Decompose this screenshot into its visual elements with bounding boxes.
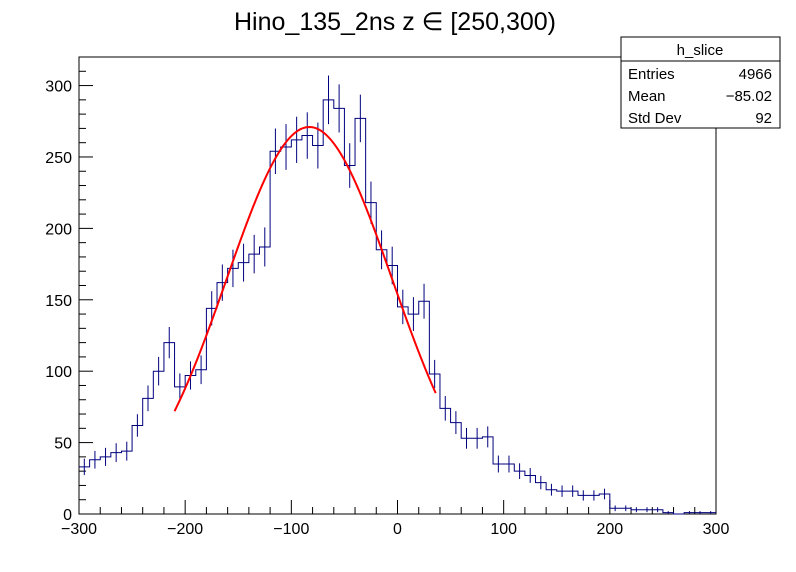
histogram-bin xyxy=(398,307,409,514)
histogram-bin xyxy=(366,203,377,514)
stats-box-frame xyxy=(620,36,781,129)
histogram-bin xyxy=(355,118,366,514)
histogram-bin xyxy=(206,308,217,514)
histogram-bin xyxy=(291,140,302,514)
x-axis: −300 −200 −100 0 100 200 300 xyxy=(61,500,729,538)
histogram-bin xyxy=(461,438,472,514)
y-tick-label: 0 xyxy=(63,507,72,524)
y-tick-label: 300 xyxy=(45,79,72,96)
histogram-bin xyxy=(132,425,143,514)
histogram-bin xyxy=(302,136,313,514)
y-tick-label: 50 xyxy=(54,436,72,453)
histogram-bin xyxy=(482,437,493,514)
histogram-bin xyxy=(344,166,355,514)
histogram-bin xyxy=(472,438,483,514)
stats-stddev-value: 92 xyxy=(755,110,772,127)
y-tick-label: 150 xyxy=(45,293,72,310)
fit-curve-group xyxy=(173,125,437,412)
y-tick-label: 100 xyxy=(45,364,72,381)
histogram-bin xyxy=(185,375,196,514)
histogram-bin xyxy=(153,371,164,514)
histogram-bin xyxy=(249,254,260,514)
fit-curve xyxy=(173,125,437,412)
histogram-bin xyxy=(270,151,281,514)
histogram-bin xyxy=(387,266,398,514)
stats-mean-value: −85.02 xyxy=(726,88,772,105)
histogram-bin xyxy=(440,408,451,514)
histogram-bin xyxy=(259,247,270,514)
x-tick-label: 100 xyxy=(490,521,517,538)
histogram-bin xyxy=(281,147,292,514)
stats-entries-label: Entries xyxy=(628,66,675,83)
histogram-bin xyxy=(408,314,419,514)
histogram-bin xyxy=(323,100,334,514)
histogram-bin xyxy=(451,423,462,514)
stats-box: h_slice Entries 4966 Mean −85.02 Std Dev… xyxy=(620,36,781,129)
histogram-bin xyxy=(376,250,387,514)
x-tick-label: −300 xyxy=(61,521,97,538)
y-tick-label: 200 xyxy=(45,221,72,238)
stats-stddev-label: Std Dev xyxy=(628,110,682,127)
x-tick-label: 0 xyxy=(393,521,402,538)
histogram-bin xyxy=(196,370,207,514)
y-axis: 0 50 100 150 200 250 300 xyxy=(45,56,93,524)
histogram-bin xyxy=(419,301,430,514)
histogram-bin xyxy=(429,374,440,514)
stats-box-title: h_slice xyxy=(677,42,724,59)
histogram-outline xyxy=(79,99,716,515)
histogram-bin xyxy=(334,108,345,514)
x-tick-label: 200 xyxy=(596,521,623,538)
stats-mean-label: Mean xyxy=(628,88,666,105)
histogram-bin xyxy=(143,398,154,514)
x-tick-label: −100 xyxy=(273,521,309,538)
x-tick-label: 300 xyxy=(703,521,730,538)
histogram-bin xyxy=(164,343,175,514)
x-tick-label: −200 xyxy=(167,521,203,538)
histogram-bin xyxy=(217,283,228,514)
stats-entries-value: 4966 xyxy=(739,66,772,83)
y-tick-label: 250 xyxy=(45,150,72,167)
histogram-bin xyxy=(313,146,324,514)
histogram-bin xyxy=(238,263,249,514)
histogram-bin xyxy=(228,268,239,514)
histogram-series xyxy=(79,99,716,515)
chart-title: Hino_135_2ns z ∈ [250,300) xyxy=(234,8,556,36)
